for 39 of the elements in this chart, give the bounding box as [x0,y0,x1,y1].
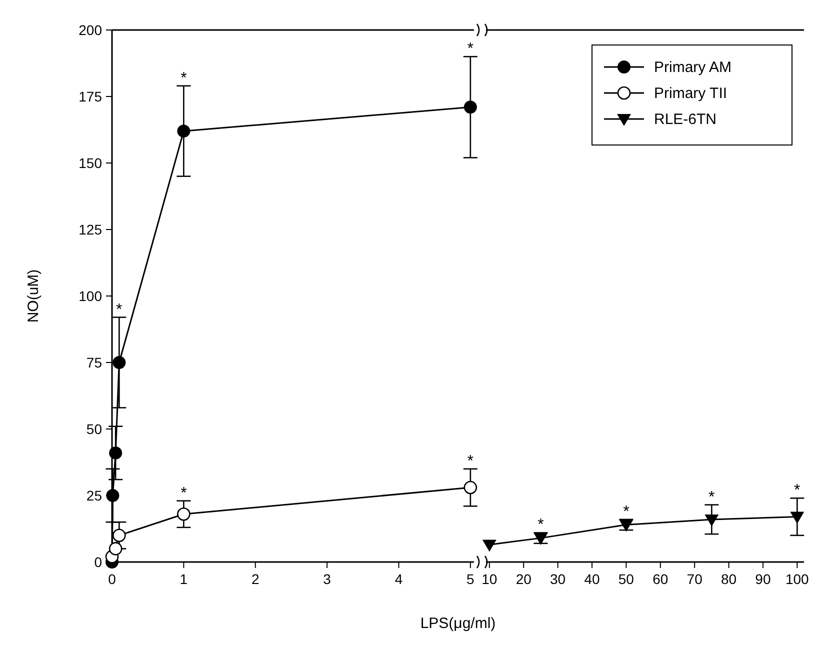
x-tick-label: 30 [550,571,566,587]
annotation: * [623,503,630,520]
x-tick-label: 40 [584,571,600,587]
x-axis-title: LPS(μg/ml) [420,615,496,632]
annotation: * [467,40,474,58]
x-tick-label: 70 [686,571,703,587]
x-tick-label: 90 [755,571,771,587]
y-tick-label: 0 [94,554,102,570]
x-tick-label: 5 [466,571,475,587]
legend-label: Primary AM [654,59,732,76]
annotation: * [538,516,544,534]
annotation: * [116,301,122,318]
x-tick-label: 4 [394,571,403,587]
x-tick-label: 0 [108,571,116,587]
annotation: * [794,482,800,500]
y-axis-title: NO(uM) [25,269,42,323]
annotation: * [467,452,474,470]
x-tick-label: 50 [618,571,634,587]
x-tick-label: 60 [652,571,668,587]
x-tick-label: 100 [785,571,810,587]
annotation: * [708,488,715,506]
y-tick-label: 75 [86,354,102,370]
x-tick-label: 1 [180,571,188,587]
annotation: * [180,484,187,502]
legend-label: RLE-6TN [654,111,717,128]
x-tick-label: 80 [720,571,737,587]
y-tick-label: 50 [86,421,102,437]
x-tick-label: 20 [516,571,532,587]
y-tick-label: 150 [78,155,102,171]
y-tick-label: 100 [78,288,102,304]
x-tick-label: 3 [323,571,332,587]
y-tick-label: 175 [78,88,102,104]
x-tick-label: 2 [251,571,260,587]
y-tick-label: 25 [86,488,102,504]
y-tick-label: 200 [78,22,102,38]
y-tick-label: 125 [78,222,102,238]
annotation: * [180,70,187,87]
x-tick-label: 10 [482,571,498,587]
legend-label: Primary TII [654,85,728,102]
